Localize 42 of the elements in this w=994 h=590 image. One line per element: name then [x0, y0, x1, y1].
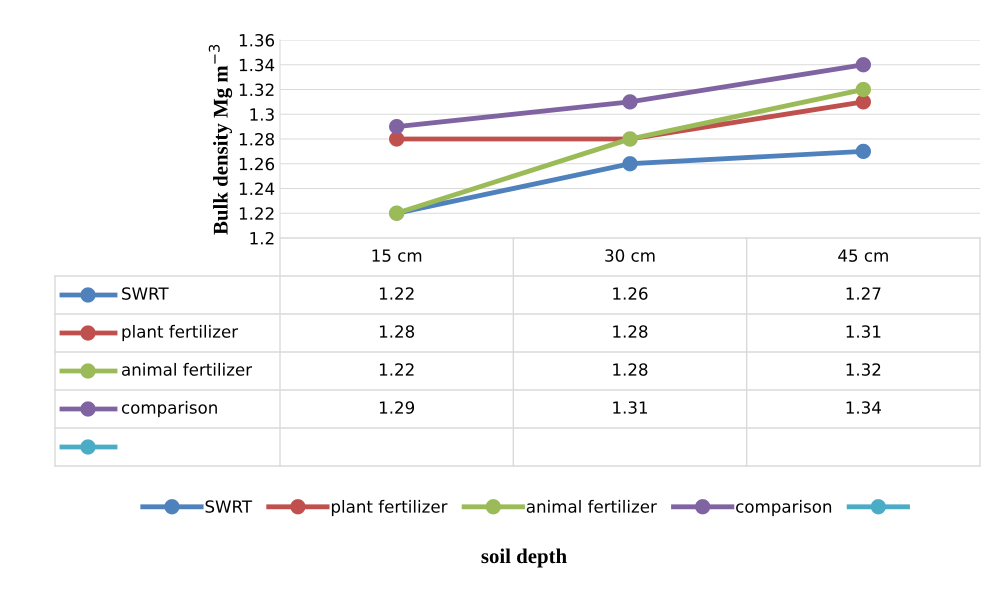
- y-tick-label: 1.24: [240, 182, 274, 195]
- data-label: 1.26: [613, 287, 648, 300]
- text: animal fertilizer: [526, 500, 657, 513]
- point: [856, 144, 871, 160]
- data-label: 1.28: [613, 325, 648, 338]
- data-label: 1.28: [613, 363, 648, 376]
- point: [856, 94, 871, 110]
- y-tick-label: 1.32: [240, 83, 274, 96]
- point: [389, 118, 404, 134]
- data-label: 1.29: [380, 401, 414, 414]
- x-tick-label: 45 cm: [838, 249, 888, 262]
- y-tick-label: 1.34: [240, 58, 274, 72]
- x-tick-label: 15 cm: [372, 249, 422, 262]
- data-label: 1.22: [380, 363, 414, 376]
- point: [856, 57, 871, 72]
- y-tick-label: 1.2: [250, 232, 274, 244]
- data-label: 1.31: [846, 325, 880, 338]
- y-tick-label: 1.28: [240, 132, 274, 146]
- point: [622, 94, 638, 110]
- legend-label: comparison: [122, 400, 217, 418]
- y-tick-label: 1.26: [240, 158, 274, 170]
- point: [622, 156, 638, 172]
- text: SWRT: [206, 500, 252, 513]
- data-label: 1.32: [846, 363, 880, 376]
- y-tick-label: 1.22: [240, 207, 274, 220]
- data-label: 1.28: [380, 325, 414, 338]
- y-axis-title: Bulk density Mg m$^{−3}$: [208, 44, 232, 235]
- y-tick-label: 1.3: [250, 108, 274, 121]
- text: plant fertilizer: [332, 500, 448, 516]
- point: [389, 131, 404, 147]
- legend-label: SWRT: [122, 287, 169, 300]
- x-tick-label: 30 cm: [605, 249, 655, 262]
- legend-label: animal fertilizer: [122, 362, 252, 376]
- point: [856, 82, 871, 98]
- text: comparison: [736, 500, 832, 516]
- data-label: 1.22: [380, 287, 414, 300]
- data-label: 1.34: [846, 401, 881, 414]
- text: soil depth: [482, 548, 567, 568]
- legend-label: plant fertilizer: [122, 324, 238, 342]
- y-tick-label: 1.36: [240, 34, 274, 47]
- data-label: 1.27: [846, 287, 880, 300]
- data-label: 1.31: [613, 401, 648, 414]
